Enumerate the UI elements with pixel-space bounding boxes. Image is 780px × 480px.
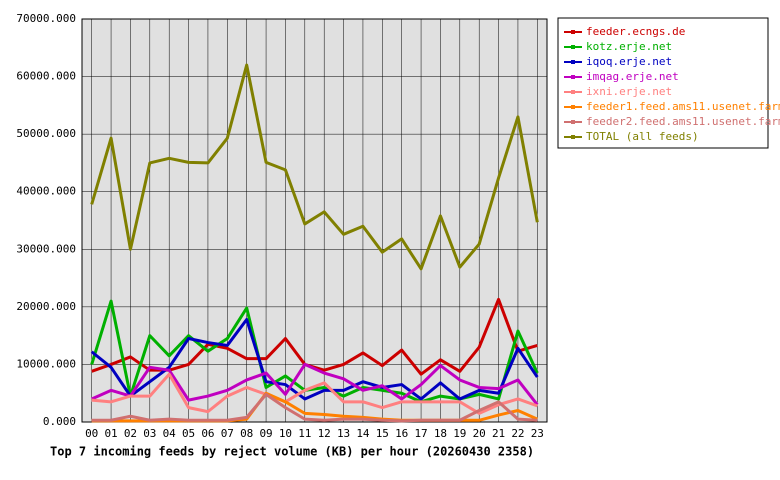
legend-marker xyxy=(571,105,575,109)
y-tick-label: 10000.000 xyxy=(16,357,76,370)
legend-label: iqoq.erje.net xyxy=(586,55,672,68)
x-tick-label: 05 xyxy=(182,427,195,440)
legend-label: feeder1.feed.ams11.usenet.farm xyxy=(586,100,780,113)
x-tick-label: 02 xyxy=(124,427,137,440)
x-tick-label: 09 xyxy=(259,427,272,440)
legend-marker xyxy=(571,45,575,49)
x-tick-label: 12 xyxy=(318,427,331,440)
x-tick-label: 19 xyxy=(453,427,466,440)
legend-label: feeder2.feed.ams11.usenet.farm xyxy=(586,115,780,128)
legend-box xyxy=(557,17,769,149)
x-tick-label: 20 xyxy=(473,427,486,440)
x-tick-label: 21 xyxy=(492,427,505,440)
legend-label: TOTAL (all feeds) xyxy=(586,130,699,143)
legend-marker xyxy=(571,30,575,34)
series-line xyxy=(90,63,539,271)
y-tick-label: 70000.000 xyxy=(16,12,76,25)
legend-label: imqag.erje.net xyxy=(586,70,679,83)
legend-marker xyxy=(571,135,575,139)
x-tick-label: 03 xyxy=(143,427,156,440)
chart-title: Top 7 incoming feeds by reject volume (K… xyxy=(50,445,534,459)
legend-label: ixni.erje.net xyxy=(586,85,672,98)
y-tick-label: 60000.000 xyxy=(16,70,76,83)
legend-label: kotz.erje.net xyxy=(586,40,672,53)
y-tick-label: 40000.000 xyxy=(16,185,76,198)
x-tick-label: 10 xyxy=(279,427,292,440)
x-tick-label: 16 xyxy=(395,427,408,440)
x-tick-label: 18 xyxy=(434,427,447,440)
x-tick-label: 15 xyxy=(376,427,389,440)
x-tick-label: 11 xyxy=(298,427,311,440)
x-tick-label: 00 xyxy=(85,427,98,440)
x-tick-label: 01 xyxy=(104,427,117,440)
y-tick-label: 30000.000 xyxy=(16,242,76,255)
y-tick-label: 20000.000 xyxy=(16,300,76,313)
plot-area xyxy=(81,18,548,423)
series-line xyxy=(91,372,538,415)
x-tick-label: 06 xyxy=(201,427,214,440)
x-tick-label: 17 xyxy=(414,427,427,440)
x-tick-label: 22 xyxy=(511,427,524,440)
y-tick-label: 50000.000 xyxy=(16,127,76,140)
legend-marker xyxy=(571,75,575,79)
series-line xyxy=(91,392,538,423)
x-tick-label: 14 xyxy=(356,427,370,440)
legend-marker xyxy=(571,120,575,124)
legend-marker xyxy=(571,90,575,94)
legend-marker xyxy=(571,60,575,64)
y-tick-label: 0.000 xyxy=(43,415,76,428)
x-tick-label: 08 xyxy=(240,427,253,440)
legend-label: feeder.ecngs.de xyxy=(586,25,685,38)
x-tick-label: 04 xyxy=(163,427,177,440)
x-tick-label: 23 xyxy=(531,427,544,440)
x-tick-label: 13 xyxy=(337,427,350,440)
x-tick-label: 07 xyxy=(221,427,234,440)
series-line xyxy=(91,362,539,406)
